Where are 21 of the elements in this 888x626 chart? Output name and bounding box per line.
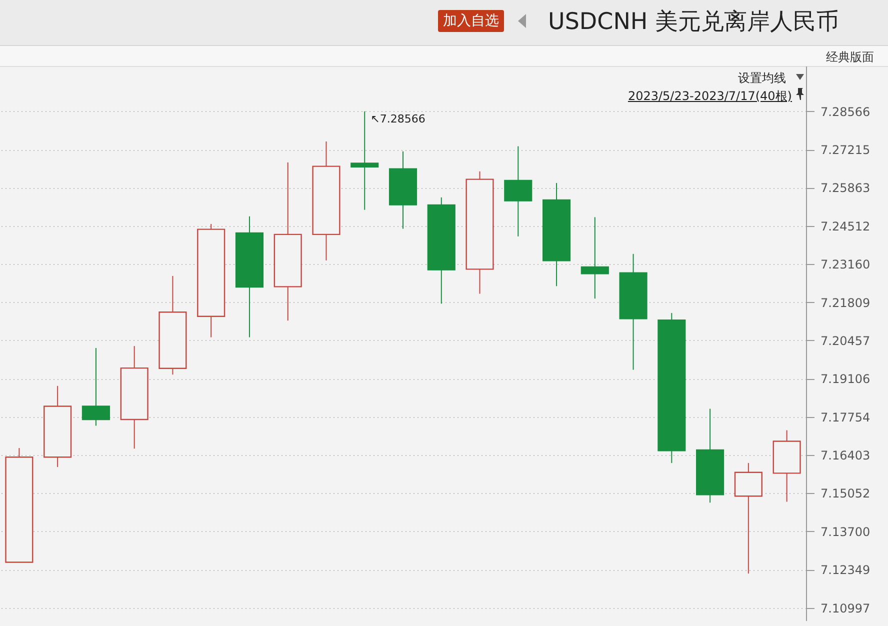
annotation: 2023/5/23-2023/7/17(40根) (628, 88, 792, 105)
chart-title: USDCNH 美元兑离岸人民币 (548, 8, 840, 37)
y-tick-label: 7.28566 (820, 104, 870, 119)
y-tick-label: 7.23160 (820, 258, 870, 272)
candlestick (580, 216, 609, 300)
y-tick-label: 7.24512 (820, 219, 870, 234)
y-tick-label: 7.21809 (820, 296, 870, 310)
y-tick-label: 7.15052 (820, 486, 870, 501)
annotation: 设置均线 (738, 70, 786, 87)
text: 经典版面 (826, 49, 874, 66)
y-tick-label: 7.17754 (820, 410, 870, 424)
y-tick-label: 7.12349 (820, 563, 870, 578)
y-tick-label: 7.10997 (820, 601, 870, 616)
y-tick-label: 7.20457 (820, 334, 870, 348)
y-tick-label: 7.19106 (820, 372, 870, 386)
text: 加入自选 (438, 10, 504, 32)
annotation: ↖7.28566 (370, 112, 426, 126)
y-tick-label: 7.13700 (820, 524, 870, 539)
y-tick-label: 7.25863 (820, 181, 870, 196)
y-tick-label: 7.27215 (820, 143, 870, 158)
y-tick-label: 7.16403 (820, 448, 870, 463)
